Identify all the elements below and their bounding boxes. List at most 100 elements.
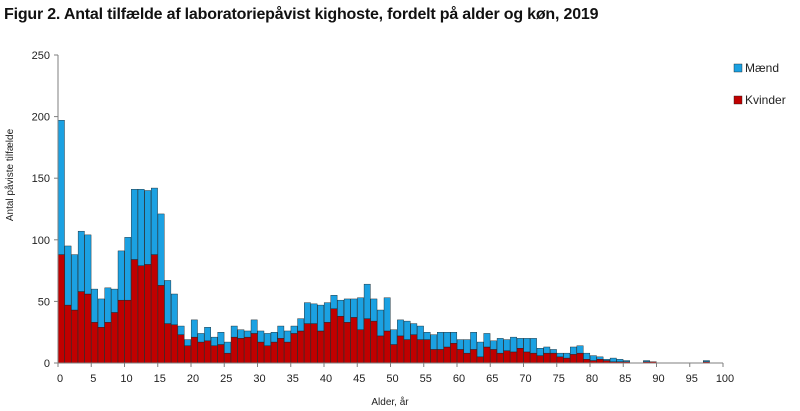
bar-maend-age-36 — [297, 318, 305, 332]
bar-kvinder-age-79 — [583, 359, 591, 364]
bar-maend-age-14 — [151, 187, 158, 255]
bar-kvinder-age-42 — [337, 315, 344, 364]
bar-maend-age-29 — [250, 319, 258, 334]
bar-maend-age-62 — [470, 332, 477, 350]
bar-kvinder-age-43 — [343, 322, 351, 364]
bar-kvinder-age-74 — [550, 352, 557, 364]
bar-maend-age-2 — [71, 254, 78, 311]
bar-maend-age-84 — [616, 359, 624, 362]
bar-maend-age-61 — [463, 339, 471, 354]
x-tick-label-45: 45 — [353, 373, 365, 385]
bar-kvinder-age-29 — [250, 333, 258, 364]
bar-kvinder-age-64 — [483, 346, 491, 364]
bar-maend-age-40 — [323, 302, 331, 323]
bar-kvinder-age-47 — [370, 320, 378, 364]
bar-kvinder-age-57 — [437, 349, 444, 364]
bar-kvinder-age-52 — [403, 339, 411, 364]
bar-maend-age-66 — [496, 338, 504, 354]
bar-maend-age-30 — [257, 330, 265, 343]
bar-kvinder-age-1 — [64, 304, 72, 364]
bar-maend-age-6 — [97, 298, 105, 328]
bar-kvinder-age-26 — [230, 336, 238, 364]
bar-kvinder-age-60 — [456, 349, 464, 364]
bar-kvinder-age-31 — [264, 345, 271, 364]
bar-maend-age-49 — [383, 297, 391, 332]
bar-maend-age-28 — [244, 330, 251, 338]
bar-maend-age-33 — [277, 325, 285, 339]
bar-maend-age-58 — [443, 332, 451, 348]
bar-maend-age-53 — [410, 323, 418, 335]
bar-maend-age-83 — [609, 357, 617, 362]
bar-maend-age-67 — [503, 339, 511, 351]
bar-kvinder-age-41 — [330, 308, 338, 364]
bar-maend-age-3 — [77, 230, 85, 292]
bar-maend-age-16 — [164, 280, 172, 324]
bar-maend-age-55 — [423, 332, 431, 340]
bar-maend-age-64 — [483, 333, 491, 348]
bar-kvinder-age-58 — [443, 346, 451, 364]
bar-maend-age-4 — [84, 234, 92, 295]
x-tick-label-80: 80 — [586, 373, 598, 385]
bar-kvinder-age-55 — [423, 339, 431, 364]
bar-maend-age-31 — [264, 333, 271, 346]
bar-maend-age-88 — [643, 360, 650, 362]
bar-maend-age-74 — [550, 349, 557, 354]
bar-kvinder-age-66 — [496, 352, 504, 364]
x-tick-label-35: 35 — [287, 373, 299, 385]
bar-maend-age-47 — [370, 298, 378, 322]
x-tick-label-75: 75 — [553, 373, 565, 385]
bar-kvinder-age-9 — [117, 299, 125, 364]
legend-label-kvinder: Kvinder — [745, 93, 786, 107]
bar-kvinder-age-61 — [463, 352, 471, 364]
bar-maend-age-73 — [543, 346, 551, 354]
bar-maend-age-80 — [589, 355, 597, 361]
x-tick-label-100: 100 — [716, 373, 734, 385]
bar-maend-age-79 — [583, 352, 591, 360]
x-tick-label-50: 50 — [386, 373, 398, 385]
y-tick-label-0: 0 — [44, 358, 50, 370]
bar-kvinder-age-7 — [104, 322, 112, 364]
bar-maend-age-1 — [64, 245, 72, 306]
bar-kvinder-age-17 — [171, 324, 178, 364]
bar-maend-age-25 — [224, 341, 231, 354]
bar-maend-age-35 — [290, 325, 298, 334]
bar-kvinder-age-71 — [530, 352, 537, 364]
bar-maend-age-45 — [357, 297, 364, 330]
bar-kvinder-age-78 — [576, 352, 584, 364]
bar-kvinder-age-44 — [350, 317, 358, 364]
bar-maend-age-60 — [456, 339, 464, 350]
bar-maend-age-10 — [124, 237, 132, 301]
bar-maend-age-68 — [510, 336, 517, 353]
bar-kvinder-age-51 — [397, 335, 404, 364]
bar-kvinder-age-76 — [563, 357, 571, 364]
bar-kvinder-age-25 — [224, 352, 231, 364]
bar-maend-age-17 — [171, 293, 178, 326]
bar-maend-age-42 — [337, 299, 344, 317]
bar-maend-age-71 — [530, 338, 537, 354]
bar-kvinder-age-22 — [204, 340, 211, 364]
bar-maend-age-75 — [556, 352, 564, 358]
bar-maend-age-57 — [437, 332, 444, 350]
legend-swatch-kvinder — [733, 95, 743, 105]
bar-maend-age-82 — [603, 359, 610, 361]
bar-maend-age-32 — [270, 332, 278, 343]
y-tick-label-150: 150 — [32, 173, 50, 185]
bar-kvinder-age-62 — [470, 349, 477, 364]
legend-swatch-maend — [733, 63, 743, 73]
bar-kvinder-age-37 — [304, 323, 311, 364]
bar-maend-age-69 — [516, 338, 524, 349]
bar-maend-age-20 — [190, 319, 198, 338]
bar-kvinder-age-27 — [237, 338, 245, 364]
bar-maend-age-13 — [144, 190, 152, 265]
bar-maend-age-81 — [596, 356, 604, 360]
x-tick-label-95: 95 — [686, 373, 698, 385]
bar-maend-age-5 — [91, 288, 98, 323]
bar-maend-age-12 — [137, 189, 145, 266]
bar-maend-age-76 — [563, 352, 571, 359]
bar-maend-age-38 — [310, 303, 318, 324]
bar-maend-age-26 — [230, 325, 238, 338]
x-tick-label-55: 55 — [420, 373, 432, 385]
bar-maend-age-41 — [330, 295, 338, 309]
bar-kvinder-age-69 — [516, 348, 524, 364]
